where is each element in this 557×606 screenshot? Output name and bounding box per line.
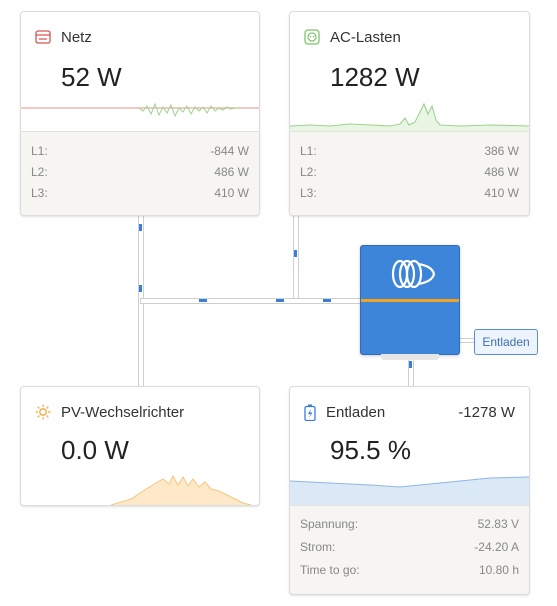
- ac-loads-power: 1282 W: [330, 62, 420, 92]
- flow-dot: [294, 250, 297, 257]
- wire-loads-vertical: [293, 214, 299, 304]
- pv-inverter-card[interactable]: PV-Wechselrichter 0.0 W: [20, 386, 260, 506]
- battery-card[interactable]: Entladen -1278 W 95.5 % Spannung: 52.83 V…: [289, 386, 530, 595]
- pv-power: 0.0 W: [61, 435, 129, 465]
- phase-value: 410 W: [484, 186, 519, 200]
- inverter-logo-icon: [391, 259, 436, 289]
- phase-row: L1: -844 W: [31, 144, 249, 158]
- grid-sparkline: [21, 102, 259, 118]
- battery-power: -1278 W: [458, 403, 515, 421]
- detail-row: Strom: -24.20 A: [300, 540, 519, 554]
- detail-value: 52.83 V: [477, 517, 519, 531]
- phase-value: 486 W: [484, 165, 519, 179]
- detail-label: Time to go:: [300, 563, 360, 577]
- phase-label: L3:: [31, 186, 48, 200]
- inverter-foot: [381, 354, 439, 360]
- detail-row: Spannung: 52.83 V: [300, 517, 519, 531]
- flow-dot: [199, 299, 207, 302]
- detail-label: Spannung:: [300, 517, 359, 531]
- detail-value: 10.80 h: [478, 563, 519, 577]
- grid-card[interactable]: Netz 52 W L1: -844 W L2: 486 W L3: 410 W: [20, 11, 260, 216]
- flow-dot: [139, 224, 142, 231]
- inverter-stripe: [361, 299, 459, 302]
- phase-label: L2:: [300, 165, 317, 179]
- phase-row: L3: 410 W: [300, 186, 519, 200]
- inverter-device[interactable]: [360, 245, 460, 360]
- detail-value: -24.20 A: [474, 540, 519, 554]
- battery-soc: 95.5 %: [330, 435, 411, 465]
- battery-title: Entladen: [326, 403, 386, 421]
- ac-loads-sparkline: [290, 102, 529, 132]
- detail-row: Time to go: 10.80 h: [300, 563, 519, 577]
- detail-label: Strom:: [300, 540, 336, 554]
- flow-dot: [323, 299, 331, 302]
- phase-value: -844 W: [210, 144, 249, 158]
- phase-value: 410 W: [214, 186, 249, 200]
- phase-value: 386 W: [484, 144, 519, 158]
- pv-sparkline: [110, 474, 252, 505]
- grid-phase-details: L1: -844 W L2: 486 W L3: 410 W: [21, 131, 259, 215]
- battery-details: Spannung: 52.83 V Strom: -24.20 A Time to …: [290, 505, 529, 594]
- battery-icon: [304, 404, 316, 421]
- phase-row: L2: 486 W: [300, 165, 519, 179]
- grid-power: 52 W: [61, 62, 122, 92]
- phase-row: L2: 486 W: [31, 165, 249, 179]
- flow-dot: [139, 285, 142, 292]
- phase-label: L1:: [300, 144, 317, 158]
- ac-loads-card[interactable]: AC-Lasten 1282 W L1: 386 W L2: 486 W L3: 41…: [289, 11, 530, 216]
- phase-label: L2:: [31, 165, 48, 179]
- phase-row: L1: 386 W: [300, 144, 519, 158]
- flow-dot: [409, 361, 412, 368]
- phase-row: L3: 410 W: [31, 186, 249, 200]
- phase-label: L3:: [300, 186, 317, 200]
- battery-soc-area: [290, 476, 529, 505]
- pv-inverter-title: PV-Wechselrichter: [61, 403, 185, 421]
- ac-loads-phase-details: L1: 386 W L2: 486 W L3: 410 W: [290, 131, 529, 215]
- grid-title: Netz: [61, 28, 92, 46]
- inverter-status-badge: Entladen: [474, 329, 538, 355]
- phase-label: L1:: [31, 144, 48, 158]
- flow-dot: [276, 299, 284, 302]
- grid-icon: [35, 30, 51, 44]
- ac-loads-icon: [304, 29, 320, 45]
- phase-value: 486 W: [214, 165, 249, 179]
- sun-icon: [35, 404, 51, 420]
- ac-loads-title: AC-Lasten: [330, 28, 401, 46]
